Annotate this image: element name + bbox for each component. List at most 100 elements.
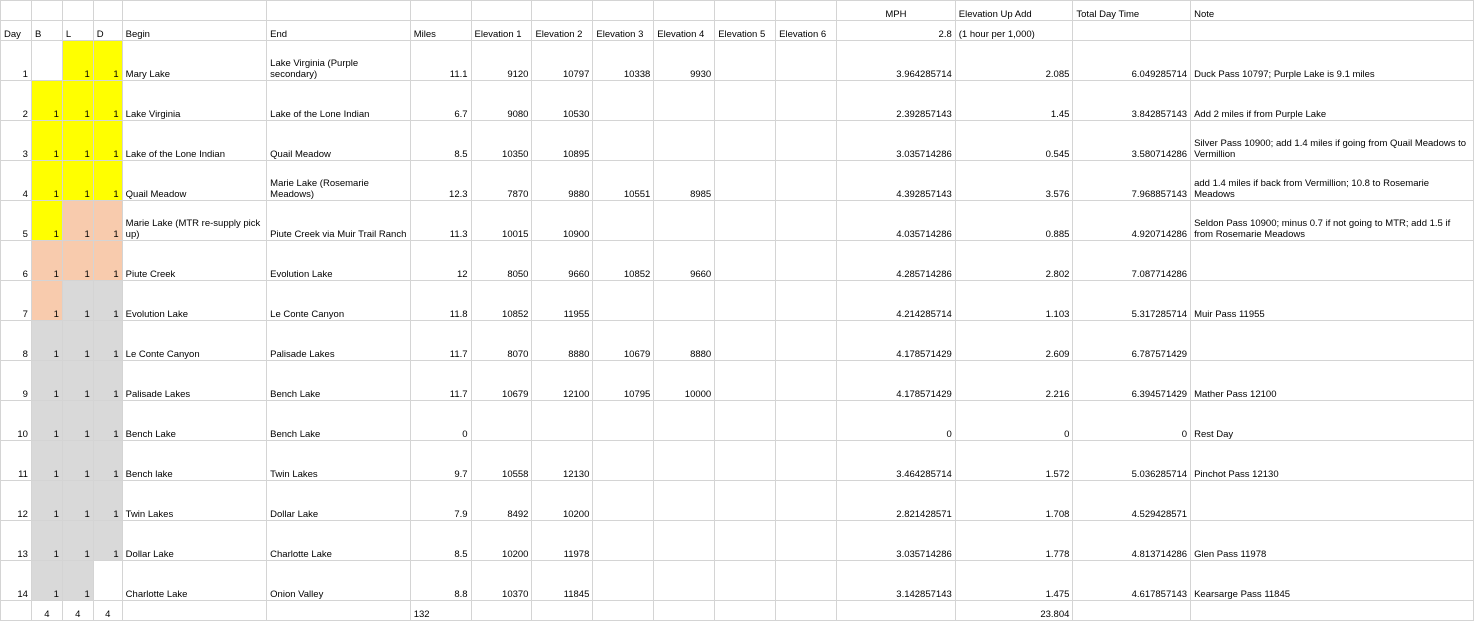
note-cell[interactable] [1190, 480, 1474, 521]
elevation-2-cell[interactable]: 11955 [531, 280, 594, 321]
miles-cell[interactable]: 12 [409, 240, 472, 281]
b-cell[interactable]: 1 [30, 160, 63, 201]
elevation-3-cell[interactable] [592, 400, 655, 441]
elevation-up-add-cell[interactable]: 2.085 [954, 40, 1074, 81]
end-cell[interactable]: Dollar Lake [266, 480, 411, 521]
note-cell[interactable]: Silver Pass 10900; add 1.4 miles if goin… [1190, 120, 1474, 161]
b-cell[interactable] [30, 40, 63, 81]
header-b[interactable]: B [30, 20, 63, 41]
begin-cell[interactable]: Twin Lakes [121, 480, 268, 521]
elevation-6-cell[interactable] [775, 200, 838, 241]
total-day-time-cell[interactable]: 3.580714286 [1072, 120, 1192, 161]
d-cell[interactable]: 1 [92, 440, 123, 481]
begin-cell[interactable]: Charlotte Lake [121, 560, 268, 601]
elevation-6-cell[interactable] [775, 80, 838, 121]
total-b[interactable]: 4 [30, 600, 63, 621]
header-elevation-4[interactable]: Elevation 4 [653, 20, 716, 41]
note-cell[interactable] [1190, 240, 1474, 281]
elevation-2-cell[interactable]: 8880 [531, 320, 594, 361]
elevation-3-cell[interactable] [592, 480, 655, 521]
end-cell[interactable]: Evolution Lake [266, 240, 411, 281]
d-cell[interactable]: 1 [92, 520, 123, 561]
header-elevation-2[interactable]: Elevation 2 [531, 20, 594, 41]
elevation-5-cell[interactable] [714, 160, 777, 201]
b-cell[interactable]: 1 [30, 240, 63, 281]
elevation-1-cell[interactable]: 9120 [470, 40, 533, 81]
l-cell[interactable]: 1 [61, 240, 94, 281]
mph-cell[interactable]: 4.392857143 [836, 160, 956, 201]
end-cell[interactable]: Le Conte Canyon [266, 280, 411, 321]
l-cell[interactable]: 1 [61, 320, 94, 361]
elevation-5-cell[interactable] [714, 320, 777, 361]
elevation-6-cell[interactable] [775, 480, 838, 521]
day-cell[interactable]: 3 [0, 120, 32, 161]
d-cell[interactable] [92, 560, 123, 601]
l-cell[interactable]: 1 [61, 160, 94, 201]
total-day-time-cell[interactable]: 4.920714286 [1072, 200, 1192, 241]
mph-cell[interactable]: 4.285714286 [836, 240, 956, 281]
elevation-3-cell[interactable]: 10852 [592, 240, 655, 281]
elevation-6-cell[interactable] [775, 240, 838, 281]
total-day-time-cell[interactable]: 6.394571429 [1072, 360, 1192, 401]
total-day-time-cell[interactable]: 7.087714286 [1072, 240, 1192, 281]
header-begin[interactable]: Begin [121, 20, 268, 41]
elevation-4-cell[interactable] [653, 280, 716, 321]
day-cell[interactable]: 13 [0, 520, 32, 561]
total-miles[interactable]: 132 [409, 600, 472, 621]
elevation-4-cell[interactable] [653, 200, 716, 241]
mph-cell[interactable]: 0 [836, 400, 956, 441]
elevation-5-cell[interactable] [714, 80, 777, 121]
day-cell[interactable]: 5 [0, 200, 32, 241]
elevation-2-cell[interactable]: 10530 [531, 80, 594, 121]
begin-cell[interactable]: Marie Lake (MTR re-supply pick up) [121, 200, 268, 241]
l-cell[interactable]: 1 [61, 360, 94, 401]
d-cell[interactable]: 1 [92, 280, 123, 321]
b-cell[interactable]: 1 [30, 200, 63, 241]
elevation-5-cell[interactable] [714, 240, 777, 281]
end-cell[interactable]: Piute Creek via Muir Trail Ranch [266, 200, 411, 241]
elevation-4-cell[interactable] [653, 480, 716, 521]
l-cell[interactable]: 1 [61, 280, 94, 321]
mph-cell[interactable]: 3.035714286 [836, 520, 956, 561]
elevation-3-cell[interactable] [592, 520, 655, 561]
miles-cell[interactable]: 11.3 [409, 200, 472, 241]
elevation-1-cell[interactable]: 10558 [470, 440, 533, 481]
miles-cell[interactable]: 6.7 [409, 80, 472, 121]
elevation-1-cell[interactable]: 10350 [470, 120, 533, 161]
elevation-4-cell[interactable]: 8880 [653, 320, 716, 361]
day-cell[interactable]: 9 [0, 360, 32, 401]
b-cell[interactable]: 1 [30, 440, 63, 481]
note-cell[interactable]: add 1.4 miles if back from Vermillion; 1… [1190, 160, 1474, 201]
header-elevation-3[interactable]: Elevation 3 [592, 20, 655, 41]
elevation-up-add-cell[interactable]: 0.885 [954, 200, 1074, 241]
mph-value[interactable]: 2.8 [836, 20, 956, 41]
begin-cell[interactable]: Le Conte Canyon [121, 320, 268, 361]
l-cell[interactable]: 1 [61, 560, 94, 601]
elevation-6-cell[interactable] [775, 40, 838, 81]
elevation-3-cell[interactable]: 10338 [592, 40, 655, 81]
total-day-time-cell[interactable]: 4.529428571 [1072, 480, 1192, 521]
elevation-3-cell[interactable] [592, 80, 655, 121]
begin-cell[interactable]: Evolution Lake [121, 280, 268, 321]
begin-cell[interactable]: Piute Creek [121, 240, 268, 281]
elevation-2-cell[interactable]: 10200 [531, 480, 594, 521]
elevation-up-add-cell[interactable]: 1.778 [954, 520, 1074, 561]
elevation-3-cell[interactable]: 10795 [592, 360, 655, 401]
elevation-4-cell[interactable]: 10000 [653, 360, 716, 401]
mph-cell[interactable]: 2.821428571 [836, 480, 956, 521]
header-total-day-time[interactable]: Total Day Time [1072, 0, 1192, 21]
note-cell[interactable]: Seldon Pass 10900; minus 0.7 if not goin… [1190, 200, 1474, 241]
elevation-6-cell[interactable] [775, 520, 838, 561]
elevation-2-cell[interactable]: 10900 [531, 200, 594, 241]
header-elevation-1[interactable]: Elevation 1 [470, 20, 533, 41]
miles-cell[interactable]: 11.7 [409, 360, 472, 401]
elevation-rule[interactable]: (1 hour per 1,000) [954, 20, 1074, 41]
elevation-3-cell[interactable] [592, 200, 655, 241]
l-cell[interactable]: 1 [61, 80, 94, 121]
miles-cell[interactable]: 7.9 [409, 480, 472, 521]
elevation-1-cell[interactable] [470, 400, 533, 441]
elevation-1-cell[interactable]: 7870 [470, 160, 533, 201]
elevation-1-cell[interactable]: 8050 [470, 240, 533, 281]
header-elevation-up-add[interactable]: Elevation Up Add [954, 0, 1074, 21]
b-cell[interactable]: 1 [30, 560, 63, 601]
